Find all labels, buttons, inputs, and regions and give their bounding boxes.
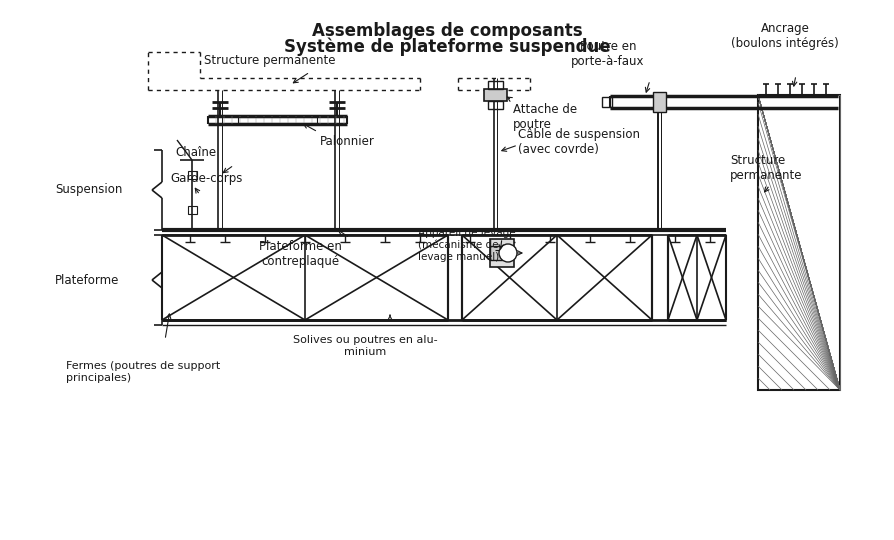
Text: Suspension: Suspension — [55, 184, 122, 197]
Text: Système de plateforme suspendue: Système de plateforme suspendue — [283, 37, 611, 56]
Bar — [602, 97, 612, 107]
Text: Structure permanente: Structure permanente — [204, 54, 336, 67]
Text: Structure
permanente: Structure permanente — [730, 154, 803, 182]
Text: Palonnier: Palonnier — [320, 135, 375, 148]
Bar — [488, 81, 503, 89]
Text: Fermes (poutres de support
principales): Fermes (poutres de support principales) — [66, 361, 220, 383]
Bar — [484, 89, 507, 101]
Bar — [490, 246, 502, 260]
Bar — [653, 92, 666, 112]
Text: Solives ou poutres en alu-
minium: Solives ou poutres en alu- minium — [292, 335, 437, 356]
Bar — [758, 95, 840, 390]
Text: Plateforme en
contreplaqué: Plateforme en contreplaqué — [258, 240, 342, 268]
Bar — [238, 117, 317, 123]
Bar — [188, 206, 197, 214]
Text: Assemblages de composants: Assemblages de composants — [312, 22, 582, 40]
Bar — [188, 171, 197, 179]
Text: Câble de suspension
(avec covrde): Câble de suspension (avec covrde) — [518, 128, 640, 156]
Bar — [490, 239, 514, 267]
Text: Poutre en
porte-à-faux: Poutre en porte-à-faux — [571, 40, 645, 68]
Text: Chaîne: Chaîne — [175, 145, 216, 159]
Text: Garde-corps: Garde-corps — [170, 172, 242, 185]
Text: Plateforme: Plateforme — [55, 273, 120, 287]
Circle shape — [499, 244, 517, 262]
Text: Attache de
poutre: Attache de poutre — [513, 103, 578, 131]
Text: Appareil de levage
(mécanisme de
levage manuel): Appareil de levage (mécanisme de levage … — [418, 228, 516, 261]
Text: Ancrage
(boulons intégrés): Ancrage (boulons intégrés) — [731, 22, 839, 50]
Bar — [488, 101, 503, 109]
